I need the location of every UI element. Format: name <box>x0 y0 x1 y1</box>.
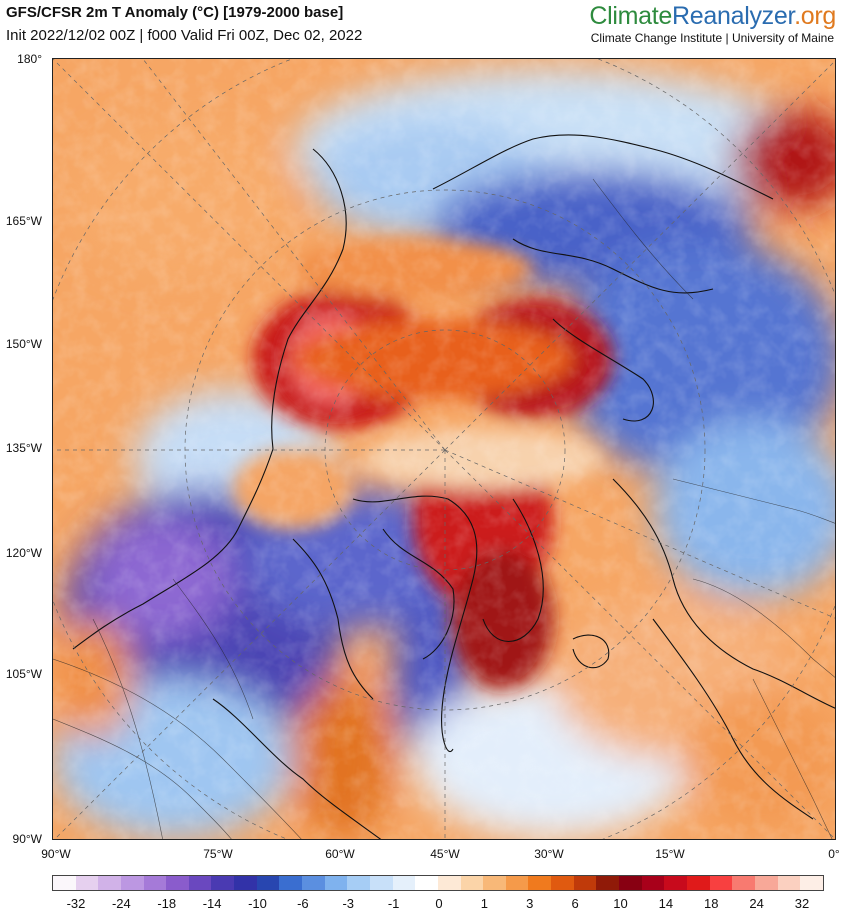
colorbar-tick-label: 10 <box>613 896 628 911</box>
colorbar-swatch <box>120 876 144 890</box>
left-tick-label: 90°W <box>12 832 42 846</box>
colorbar-tick-label: 14 <box>658 896 674 911</box>
colorbar-tick-label: -14 <box>202 896 222 911</box>
bottom-tick-label: 75°W <box>203 847 233 861</box>
colorbar-swatch <box>505 876 529 890</box>
colorbar-swatch <box>256 876 280 890</box>
colorbar-tick-label: 18 <box>704 896 719 911</box>
bottom-tick-label: 60°W <box>325 847 355 861</box>
colorbar-swatch <box>573 876 597 890</box>
colorbar <box>52 875 824 891</box>
left-tick-label: 120°W <box>5 546 42 560</box>
colorbar-swatch <box>641 876 665 890</box>
colorbar-tick-label: -10 <box>248 896 267 911</box>
colorbar-swatch <box>166 876 189 890</box>
colorbar-swatch <box>75 876 99 890</box>
colorbar-swatch <box>347 876 370 890</box>
colorbar-tick-label: 24 <box>749 896 764 911</box>
colorbar-swatch <box>686 876 710 890</box>
colorbar-swatch <box>777 876 801 890</box>
colorbar-swatch <box>664 876 687 890</box>
chart-subtitle: Init 2022/12/02 00Z | f000 Valid Fri 00Z… <box>6 27 363 44</box>
colorbar-tick-label: 6 <box>571 896 579 911</box>
colorbar-swatch <box>211 876 235 890</box>
brand-part-3: .org <box>794 2 836 30</box>
colorbar-tick-label: 1 <box>480 896 488 911</box>
chart-title: GFS/CFSR 2m T Anomaly (°C) [1979-2000 ba… <box>6 4 344 21</box>
colorbar-swatch <box>709 876 733 890</box>
colorbar-swatch <box>369 876 393 890</box>
colorbar-swatch <box>483 876 506 890</box>
temperature-anomaly-map <box>52 58 836 840</box>
colorbar-tick-label: -18 <box>157 896 177 911</box>
brand-part-1: Climate <box>589 2 673 30</box>
brand-part-2: Reanalyzer <box>672 2 795 30</box>
bottom-tick-label: 90°W <box>41 847 71 861</box>
colorbar-swatch <box>392 876 416 890</box>
colorbar-swatch <box>234 876 257 890</box>
colorbar-tick-label: 3 <box>526 896 534 911</box>
colorbar-swatch <box>800 876 823 890</box>
colorbar-swatch <box>596 876 620 890</box>
colorbar-tick-label: -6 <box>297 896 309 911</box>
colorbar-swatch <box>460 876 484 890</box>
colorbar-swatch <box>53 876 76 890</box>
bottom-tick-label: 0° <box>828 847 840 861</box>
organization-label: Climate Change Institute | University of… <box>590 31 834 45</box>
left-tick-label: 135°W <box>5 441 42 455</box>
colorbar-swatch <box>551 876 574 890</box>
colorbar-swatch <box>754 876 778 890</box>
colorbar-swatch <box>302 876 325 890</box>
colorbar-swatch <box>415 876 438 890</box>
bottom-tick-label: 30°W <box>534 847 564 861</box>
colorbar-swatch <box>279 876 303 890</box>
colorbar-swatch <box>528 876 552 890</box>
colorbar-tick-label: 32 <box>794 896 810 911</box>
graticule <box>53 59 835 839</box>
colorbar-swatch <box>98 876 121 890</box>
colorbar-swatch <box>732 876 755 890</box>
colorbar-tick-label: -1 <box>387 896 400 911</box>
bottom-tick-label: 15°W <box>655 847 685 861</box>
map-canvas <box>53 59 835 839</box>
colorbar-swatch <box>143 876 167 890</box>
colorbar-tick-label: -3 <box>342 896 355 911</box>
colorbar-swatch <box>324 876 348 890</box>
colorbar-swatch <box>619 876 642 890</box>
colorbar-swatch <box>188 876 212 890</box>
colorbar-tick-label: 0 <box>435 896 443 911</box>
left-tick-label: 150°W <box>5 337 42 351</box>
brand-logo[interactable]: ClimateReanalyzer.org <box>589 2 836 31</box>
left-tick-label: 165°W <box>5 214 42 228</box>
colorbar-tick-label: -32 <box>66 896 86 911</box>
political-borders <box>53 178 835 839</box>
coastlines <box>72 134 835 839</box>
left-tick-label: 105°W <box>5 667 42 681</box>
left-tick-label: 180° <box>17 52 42 66</box>
colorbar-swatch <box>437 876 461 890</box>
colorbar-labels: -32 -24 -18 -14 -10 -6 -3 -1 0 1 3 6 10 14 18 24 32 <box>0 896 850 912</box>
bottom-tick-label: 45°W <box>430 847 460 861</box>
colorbar-tick-label: -24 <box>111 896 131 911</box>
